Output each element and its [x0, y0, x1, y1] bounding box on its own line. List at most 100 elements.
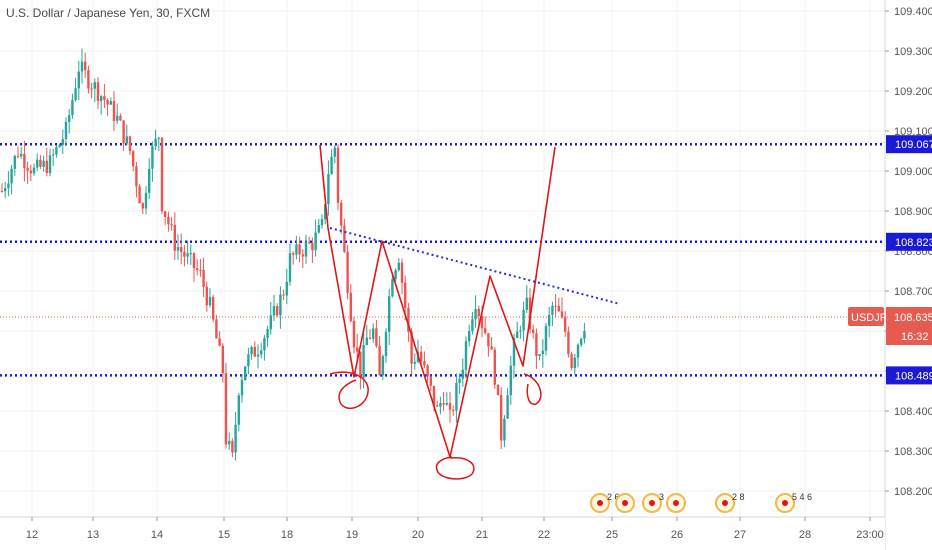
- candle-body: [343, 225, 346, 252]
- candle-body: [167, 216, 170, 225]
- candle-body: [442, 403, 445, 405]
- event-icon[interactable]: 2 6: [590, 492, 620, 513]
- candle-body: [13, 155, 16, 169]
- candle-body: [410, 331, 413, 364]
- event-count-label: 2 8: [732, 492, 745, 502]
- candle-body: [285, 281, 288, 296]
- event-icon[interactable]: 2 8: [715, 492, 745, 513]
- candle-body: [583, 331, 586, 339]
- candle-body: [100, 96, 103, 101]
- candle-body: [253, 346, 256, 357]
- candle-body: [231, 440, 234, 453]
- candle-body: [125, 136, 128, 144]
- price-tick-label: 109.000: [894, 166, 932, 178]
- candle-body: [567, 331, 570, 355]
- candle-body: [192, 253, 196, 269]
- candle-body: [71, 99, 74, 116]
- candle-body: [298, 244, 301, 255]
- candle-body: [186, 253, 189, 257]
- candle-body: [61, 139, 64, 145]
- candle-body: [135, 166, 138, 187]
- event-icon[interactable]: 5 4 6: [775, 492, 812, 513]
- candle-body: [394, 270, 397, 280]
- candle-body: [509, 365, 512, 396]
- candle-body: [128, 136, 132, 152]
- candle-body: [119, 115, 122, 121]
- candle-body: [141, 203, 144, 209]
- time-tick-label: 14: [151, 529, 163, 541]
- candle-body: [64, 121, 68, 140]
- candle-body: [580, 338, 583, 345]
- candle-body: [234, 424, 237, 453]
- event-dot-icon: [649, 500, 655, 506]
- candle-body: [439, 403, 442, 407]
- time-tick-label: 15: [218, 529, 230, 541]
- event-count-label: 2 6: [607, 492, 620, 502]
- candle-body: [208, 297, 212, 306]
- candle-body: [500, 395, 503, 441]
- candle-body: [16, 155, 20, 157]
- grid: [0, 0, 885, 517]
- candle-body: [471, 319, 474, 332]
- candle-body: [170, 224, 173, 226]
- candle-body: [372, 328, 375, 339]
- candle-body: [420, 351, 423, 362]
- candle-body: [512, 338, 516, 366]
- time-tick-label: 19: [346, 529, 358, 541]
- candle-body: [272, 306, 276, 316]
- price-tick-label: 109.200: [894, 86, 932, 98]
- candle-body: [84, 61, 87, 71]
- candle-body: [36, 159, 39, 168]
- candle-body: [359, 351, 362, 378]
- event-dot-icon: [673, 500, 679, 506]
- candle-body: [52, 154, 55, 156]
- candle-body: [144, 192, 148, 209]
- candle-body: [391, 279, 394, 297]
- candle-body: [77, 71, 80, 89]
- candle-body: [196, 268, 199, 270]
- candle-body: [532, 329, 535, 334]
- candle-body: [432, 385, 436, 406]
- candle-body: [218, 338, 221, 346]
- candle-body: [407, 307, 410, 332]
- candle-body: [42, 160, 45, 167]
- candle-body: [544, 325, 548, 351]
- candle-body: [304, 242, 308, 257]
- head-circle: [435, 456, 475, 480]
- candle-body: [93, 82, 96, 89]
- symbol-label: USDJPY: [851, 312, 895, 324]
- current-price-label: 108.635: [894, 312, 932, 324]
- candle-body: [10, 168, 13, 184]
- candle-body: [551, 305, 554, 315]
- pattern-drawings: [319, 144, 621, 480]
- candle-body: [116, 115, 119, 121]
- candle-body: [288, 253, 292, 282]
- candle-body: [378, 346, 381, 376]
- event-icon[interactable]: [666, 493, 686, 513]
- candle-body: [48, 155, 52, 174]
- price-axis: 109.400 109.300 109.200 109.100 109.000 108.9…: [884, 0, 932, 550]
- event-icon[interactable]: [615, 493, 635, 513]
- candle-body: [23, 153, 26, 168]
- candle-body: [32, 167, 36, 174]
- price-tick-label: 108.400: [894, 406, 932, 418]
- time-tick-label: 23:00: [856, 529, 884, 541]
- candle-body: [516, 331, 519, 339]
- candle-body: [164, 211, 167, 217]
- candle-body: [484, 328, 487, 334]
- candle-body: [458, 378, 461, 383]
- candle-body: [413, 361, 416, 364]
- candle-body: [205, 286, 208, 306]
- price-tick-label: 108.200: [894, 486, 932, 498]
- candle-body: [560, 311, 564, 318]
- candle-body: [333, 147, 336, 157]
- candle-body: [423, 361, 426, 366]
- candle-body: [224, 373, 228, 445]
- time-tick-label: 18: [281, 529, 293, 541]
- candle-body: [336, 147, 340, 203]
- candle-body: [375, 328, 378, 347]
- event-icon[interactable]: 3: [642, 492, 664, 513]
- candle-body: [292, 253, 295, 255]
- candle-body: [189, 253, 192, 255]
